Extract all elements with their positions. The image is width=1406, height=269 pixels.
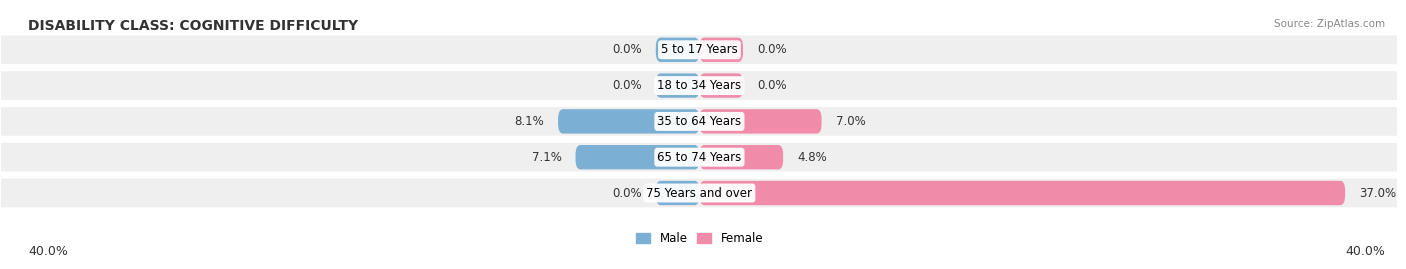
Text: 0.0%: 0.0%	[756, 79, 786, 92]
FancyBboxPatch shape	[0, 143, 1406, 172]
FancyBboxPatch shape	[655, 73, 699, 98]
FancyBboxPatch shape	[699, 145, 783, 169]
Text: 8.1%: 8.1%	[515, 115, 544, 128]
Text: 18 to 34 Years: 18 to 34 Years	[658, 79, 741, 92]
Text: 4.8%: 4.8%	[797, 151, 827, 164]
FancyBboxPatch shape	[699, 181, 1346, 205]
Text: 7.0%: 7.0%	[835, 115, 865, 128]
FancyBboxPatch shape	[699, 73, 742, 98]
Text: 7.1%: 7.1%	[531, 151, 561, 164]
Text: 35 to 64 Years: 35 to 64 Years	[658, 115, 741, 128]
FancyBboxPatch shape	[655, 38, 699, 62]
FancyBboxPatch shape	[0, 71, 1406, 100]
Text: 0.0%: 0.0%	[612, 79, 641, 92]
Legend: Male, Female: Male, Female	[631, 227, 768, 250]
FancyBboxPatch shape	[558, 109, 699, 134]
Text: Source: ZipAtlas.com: Source: ZipAtlas.com	[1274, 19, 1385, 29]
Text: 0.0%: 0.0%	[612, 186, 641, 200]
FancyBboxPatch shape	[699, 109, 821, 134]
FancyBboxPatch shape	[575, 145, 699, 169]
Text: 5 to 17 Years: 5 to 17 Years	[661, 43, 738, 56]
Text: 0.0%: 0.0%	[612, 43, 641, 56]
FancyBboxPatch shape	[0, 179, 1406, 207]
Text: 37.0%: 37.0%	[1360, 186, 1396, 200]
Text: 65 to 74 Years: 65 to 74 Years	[657, 151, 741, 164]
Text: 75 Years and over: 75 Years and over	[647, 186, 752, 200]
FancyBboxPatch shape	[699, 38, 742, 62]
Text: DISABILITY CLASS: COGNITIVE DIFFICULTY: DISABILITY CLASS: COGNITIVE DIFFICULTY	[28, 19, 359, 33]
FancyBboxPatch shape	[655, 181, 699, 205]
FancyBboxPatch shape	[0, 36, 1406, 64]
Text: 40.0%: 40.0%	[1346, 245, 1385, 258]
Text: 0.0%: 0.0%	[756, 43, 786, 56]
FancyBboxPatch shape	[0, 107, 1406, 136]
Text: 40.0%: 40.0%	[28, 245, 67, 258]
